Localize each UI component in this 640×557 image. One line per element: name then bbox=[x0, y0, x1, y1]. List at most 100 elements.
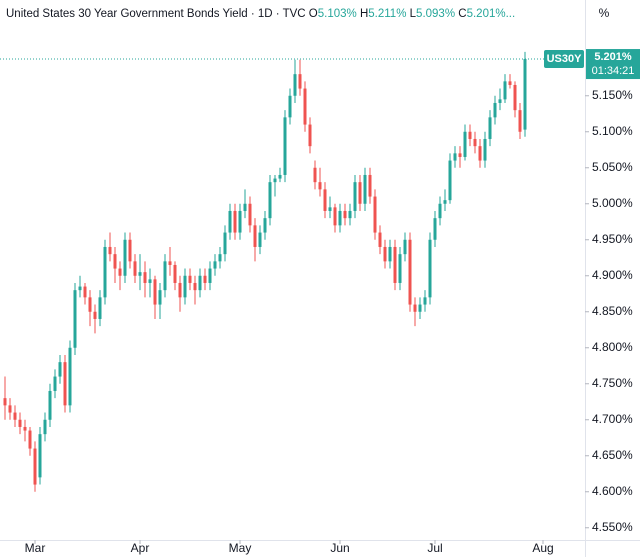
y-tick-label: 5.000% bbox=[592, 196, 633, 210]
candle-body bbox=[378, 232, 382, 247]
candle-body bbox=[443, 200, 447, 204]
candle-body bbox=[183, 275, 187, 298]
candle-body bbox=[213, 261, 217, 269]
candle-body bbox=[198, 275, 202, 291]
y-tick-label: 4.900% bbox=[592, 268, 633, 282]
y-tick-label: 4.650% bbox=[592, 448, 633, 462]
candle-body bbox=[278, 174, 282, 179]
candle-body bbox=[23, 426, 27, 431]
candle-body bbox=[273, 178, 277, 183]
legend-key: H bbox=[360, 8, 368, 20]
candle-body bbox=[303, 88, 307, 125]
candle-body bbox=[503, 81, 507, 100]
candle-body bbox=[403, 239, 407, 255]
candle-body bbox=[113, 254, 117, 269]
y-tick-label: 4.800% bbox=[592, 340, 633, 354]
candle-body bbox=[98, 297, 102, 319]
candle-body bbox=[18, 419, 22, 427]
candle-body bbox=[448, 160, 452, 201]
candle-body bbox=[478, 146, 482, 161]
x-tick-label: Apr bbox=[131, 541, 150, 555]
candle-body bbox=[508, 81, 512, 85]
candle-body bbox=[88, 297, 92, 312]
candle-body bbox=[68, 347, 72, 406]
candle-body bbox=[38, 434, 42, 478]
candle-body bbox=[393, 246, 397, 283]
candle-body bbox=[458, 153, 462, 157]
candle-body bbox=[178, 282, 182, 298]
candle-body bbox=[33, 448, 37, 485]
symbol-tag-text: US30Y bbox=[547, 53, 583, 65]
symbol-tag bbox=[544, 50, 584, 69]
price-tag bbox=[586, 49, 640, 80]
candle-body bbox=[168, 261, 172, 265]
candle-body bbox=[518, 110, 522, 132]
candle-body bbox=[28, 430, 32, 449]
candle-body bbox=[138, 272, 142, 276]
legend-key: O bbox=[309, 8, 318, 20]
y-tick-label: 4.600% bbox=[592, 484, 633, 498]
legend-key: L bbox=[410, 8, 417, 20]
x-tick-label: Jun bbox=[330, 541, 349, 555]
chart-title: United States 30 Year Government Bonds Y… bbox=[6, 8, 306, 20]
candle-body bbox=[108, 246, 112, 255]
candle-body bbox=[523, 59, 527, 130]
candle-body bbox=[353, 182, 357, 211]
candle-body bbox=[398, 254, 402, 283]
y-tick-label: 4.750% bbox=[592, 376, 633, 390]
candle-body bbox=[163, 261, 167, 291]
candle-body bbox=[453, 153, 457, 161]
candle-body bbox=[333, 207, 337, 226]
y-tick-label: 5.150% bbox=[592, 88, 633, 102]
candle-body bbox=[143, 272, 147, 283]
legend-value: 5.093% bbox=[416, 8, 455, 20]
candle-body bbox=[53, 376, 57, 391]
candle-body bbox=[188, 275, 192, 283]
candle-body bbox=[218, 254, 222, 262]
candle-body bbox=[288, 95, 292, 118]
axis-unit: % bbox=[599, 6, 610, 20]
candle-body bbox=[418, 304, 422, 312]
candle-body bbox=[148, 279, 152, 283]
legend-key: C bbox=[458, 8, 466, 20]
candle-body bbox=[153, 279, 157, 305]
candle-body bbox=[438, 203, 442, 219]
candle-body bbox=[488, 117, 492, 139]
candle-body bbox=[388, 246, 392, 262]
y-tick-label: 4.550% bbox=[592, 520, 633, 534]
candle-body bbox=[363, 174, 367, 204]
candle-body bbox=[413, 304, 417, 312]
candle-body bbox=[173, 264, 177, 283]
candle-body bbox=[13, 412, 17, 420]
candle-body bbox=[358, 182, 362, 204]
candle-body bbox=[313, 167, 317, 183]
candle-body bbox=[368, 174, 372, 197]
candle-body bbox=[118, 268, 122, 276]
candle-body bbox=[83, 286, 87, 298]
candle-body bbox=[58, 362, 62, 377]
y-tick-label: 4.950% bbox=[592, 232, 633, 246]
candle-body bbox=[238, 210, 242, 233]
candle-body bbox=[228, 210, 232, 233]
candle-body bbox=[8, 405, 12, 413]
candle-body bbox=[203, 275, 207, 283]
candle-body bbox=[308, 124, 312, 147]
candle-body bbox=[423, 297, 427, 305]
candle-body bbox=[343, 210, 347, 219]
candle-body bbox=[208, 268, 212, 283]
candle-body bbox=[263, 218, 267, 233]
legend-value: 5.211% bbox=[368, 8, 406, 20]
candle-body bbox=[233, 210, 237, 233]
candle-body bbox=[473, 138, 477, 147]
candle-body bbox=[463, 131, 467, 157]
candle-body bbox=[93, 311, 97, 319]
candle-body bbox=[253, 225, 257, 247]
candle-body bbox=[498, 99, 502, 103]
candle-body bbox=[428, 239, 432, 298]
price-tag-countdown: 01:34:21 bbox=[592, 65, 635, 77]
candle-body bbox=[133, 261, 137, 276]
candle-body bbox=[293, 74, 297, 96]
candle-body bbox=[248, 203, 252, 226]
